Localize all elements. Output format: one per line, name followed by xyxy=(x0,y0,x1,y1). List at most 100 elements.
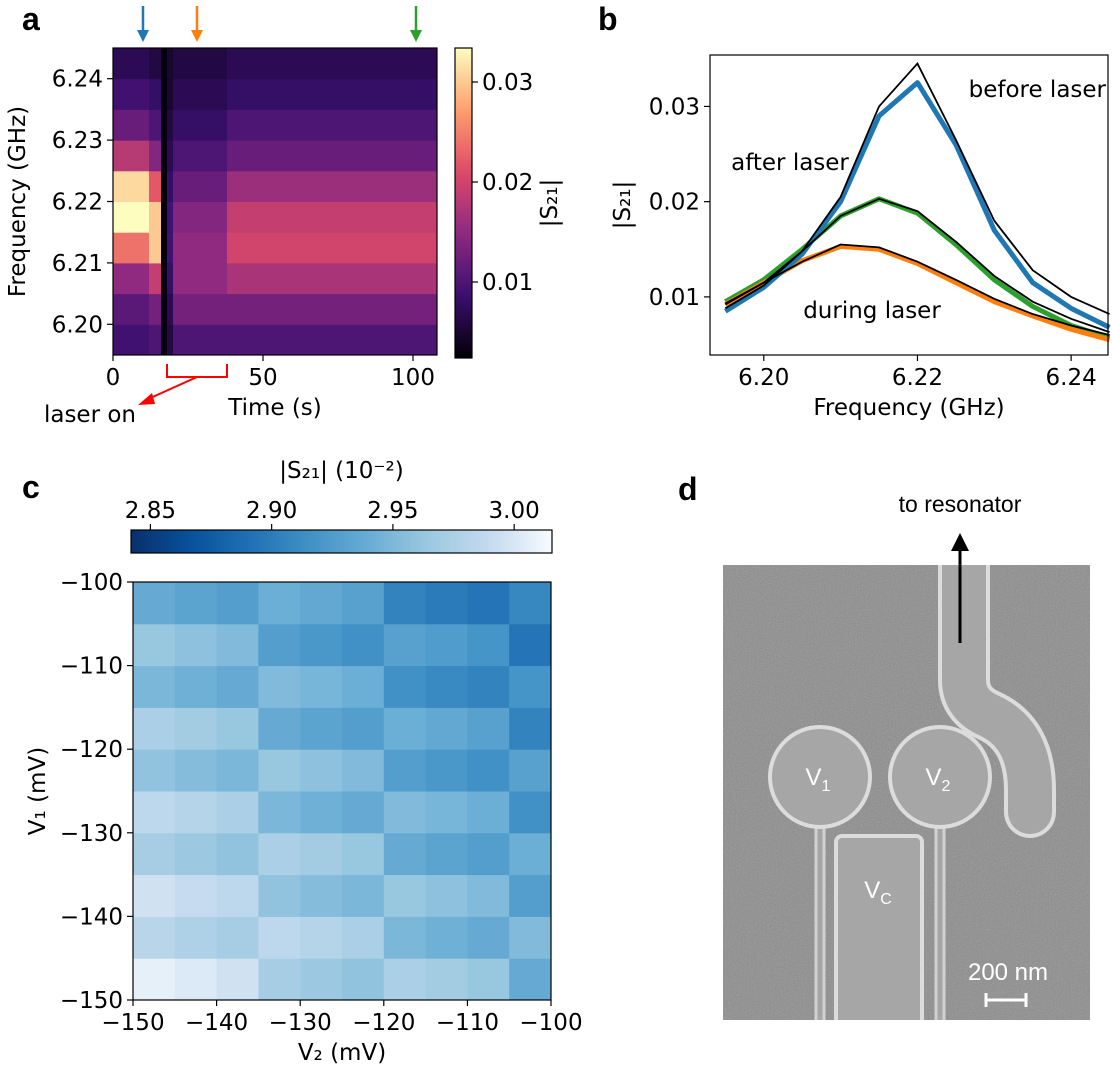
heatmap-cell xyxy=(167,324,174,356)
heatmap-cell xyxy=(329,201,366,233)
heatmap-cell xyxy=(167,170,174,202)
resonator-arrow-head xyxy=(951,533,969,551)
colorbar-tick-label: 0.03 xyxy=(482,70,533,96)
heatmap-cell xyxy=(173,140,198,172)
annotation-bracket xyxy=(166,364,228,378)
heatmap-cell xyxy=(133,958,176,1001)
time-arrow-head xyxy=(137,30,149,42)
heatmap-cell xyxy=(425,623,468,667)
panel: a 0 50 100 6.20 6.21 6.22 6.23 6.24 Time (s) Frequ… xyxy=(5,1,563,428)
x-tick-label: 50 xyxy=(248,365,277,391)
heatmap-cell xyxy=(173,48,198,80)
heatmap-cell xyxy=(133,665,176,708)
heatmap-cell xyxy=(161,48,168,80)
heatmap-cell xyxy=(509,832,552,876)
heatmap-cell xyxy=(174,665,218,708)
heatmap-cell xyxy=(173,262,198,295)
heatmap-cell xyxy=(197,293,228,325)
heatmap-cell xyxy=(125,201,138,233)
heatmap-cell xyxy=(113,324,126,356)
heatmap-cell xyxy=(197,109,228,141)
heatmap-cell xyxy=(383,707,427,750)
heatmap-cell xyxy=(342,832,385,876)
heatmap-cell xyxy=(293,201,330,233)
heatmap-cell xyxy=(342,749,385,792)
scale-bar xyxy=(984,993,1028,1007)
heatmap-cell xyxy=(257,262,294,295)
heatmap-cell xyxy=(216,623,259,667)
y-tick-label: 0.02 xyxy=(649,190,700,216)
heatmap-cell xyxy=(227,201,258,233)
x-tick-label: −110 xyxy=(436,1010,499,1036)
heatmap-cell xyxy=(149,109,162,141)
heatmap-cell xyxy=(467,916,510,959)
axes-frame xyxy=(132,581,552,1001)
heatmap-cell xyxy=(401,232,438,264)
x-tick-label: 6.24 xyxy=(1046,365,1097,391)
heatmap-cell xyxy=(133,623,176,667)
heatmap-cell xyxy=(467,665,510,708)
heatmap-cell xyxy=(174,874,218,917)
heatmap-cell xyxy=(509,916,552,959)
heatmap-cell xyxy=(197,78,228,110)
caption: to resonator xyxy=(899,491,1022,517)
heatmap-cell xyxy=(174,916,218,959)
heatmap-cell xyxy=(227,262,258,295)
heatmap-cell xyxy=(342,582,385,625)
heatmap-cell xyxy=(125,293,138,325)
scale-bar-label: 200 nm xyxy=(968,959,1048,986)
heatmap-cell xyxy=(425,665,468,708)
heatmap-cell xyxy=(329,48,366,80)
y-axis-label: V₁ (mV) xyxy=(25,747,51,835)
heatmap-cell xyxy=(216,707,259,750)
heatmap-cell xyxy=(133,582,176,625)
x-tick-label: −100 xyxy=(519,1010,582,1036)
heatmap-cell xyxy=(365,324,402,356)
heatmap-cell xyxy=(137,293,150,325)
heatmap-cell xyxy=(383,916,427,959)
series-label: after laser xyxy=(731,150,849,176)
heatmap-cell xyxy=(383,749,427,792)
heatmap-cell xyxy=(342,623,385,667)
y-tick-label: −110 xyxy=(60,654,123,680)
heatmap-cell xyxy=(149,324,162,356)
heatmap-cell xyxy=(329,262,366,295)
colorbar-tick-label: 2.90 xyxy=(246,498,297,524)
heatmap-cell xyxy=(257,324,294,356)
heatmap-cell xyxy=(113,140,126,172)
gate-subscript: 1 xyxy=(822,778,831,795)
x-tick-label: 6.22 xyxy=(892,365,943,391)
y-axis-label: Frequency (GHz) xyxy=(5,106,31,297)
heatmap-cell xyxy=(161,140,168,172)
gate-subscript: C xyxy=(880,891,892,908)
heatmap-cell xyxy=(197,324,228,356)
heatmap-cell xyxy=(401,293,438,325)
heatmap-cell xyxy=(300,832,343,876)
heatmap-cell xyxy=(257,48,294,80)
heatmap-cell xyxy=(293,140,330,172)
heatmap-cell xyxy=(133,874,176,917)
heatmap-cell xyxy=(133,791,176,834)
heatmap-cell xyxy=(125,324,138,356)
y-tick-label: −130 xyxy=(60,821,123,847)
heatmap-cell xyxy=(509,791,552,834)
panel: c −150 −140 −130 −120 −110 −100 −150 −140 −130 −12… xyxy=(22,458,583,1066)
x-tick-label: −150 xyxy=(101,1010,164,1036)
heatmap-cell xyxy=(365,293,402,325)
heatmap-cell xyxy=(227,140,258,172)
heatmap-cell xyxy=(365,262,402,295)
x-tick-label: 0 xyxy=(106,365,121,391)
colorbar xyxy=(130,529,553,554)
heatmap-cell xyxy=(137,201,150,233)
heatmap-cell xyxy=(293,48,330,80)
colorbar-tick-label: 0.01 xyxy=(482,270,533,296)
heatmap-cell xyxy=(216,874,259,917)
y-tick-label: −150 xyxy=(60,988,123,1014)
heatmap-cell xyxy=(216,916,259,959)
heatmap-cell xyxy=(257,140,294,172)
heatmap-cell xyxy=(300,791,343,834)
heatmap-cell xyxy=(137,48,150,80)
y-tick-label: −120 xyxy=(60,737,123,763)
heatmap-cell xyxy=(365,232,402,264)
